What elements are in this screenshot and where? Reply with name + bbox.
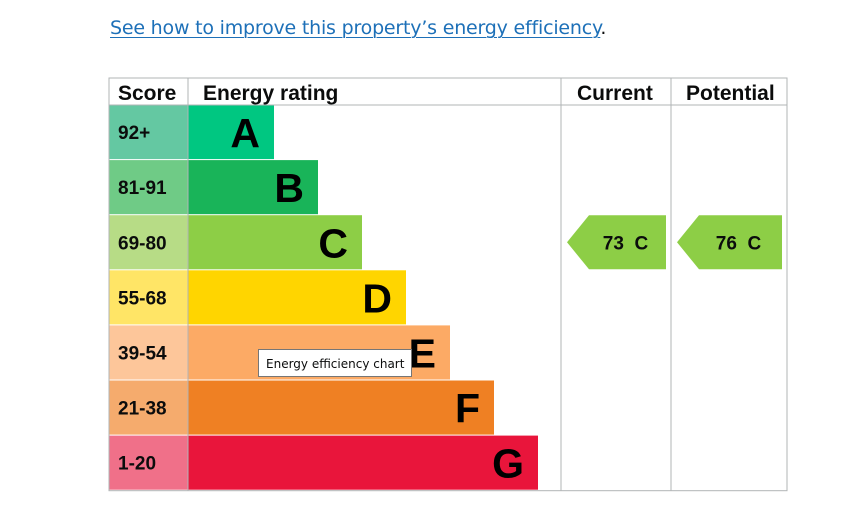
score-cell-c (109, 215, 188, 270)
band-letter-g: G (492, 441, 524, 487)
header-current: Current (577, 82, 653, 105)
band-letter-b: B (274, 165, 304, 211)
band-bar-a (188, 105, 274, 160)
chart-header: Score Energy rating Current Potential (118, 82, 775, 105)
improve-efficiency-line: See how to improve this property’s energ… (110, 17, 606, 39)
score-cell-f (109, 380, 188, 435)
current-arrow-label: 73 C (603, 233, 649, 254)
band-bar-g (188, 435, 538, 490)
score-label-d: 55-68 (118, 288, 167, 309)
band-letter-c: C (318, 220, 348, 266)
current-arrow-shape (567, 215, 666, 270)
improve-efficiency-link[interactable]: See how to improve this property’s energ… (110, 17, 601, 39)
header-score: Score (118, 82, 176, 105)
header-rating: Energy rating (203, 82, 338, 105)
rating-arrows: 73 C 76 C (567, 215, 782, 270)
score-cell-b (109, 160, 188, 215)
score-cell-d (109, 270, 188, 325)
score-cell-a (109, 105, 188, 160)
score-cell-g (109, 435, 188, 490)
score-label-c: 69-80 (118, 233, 167, 254)
rating-bands: 92+ A 81-91 B 69-80 C 55-68 D 39-54 E 21-38 F 1-20 G (109, 105, 538, 490)
band-letter-e: E (409, 330, 436, 376)
chart-tooltip: Energy efficiency chart (258, 349, 413, 377)
band-bar-b (188, 160, 318, 215)
score-label-e: 39-54 (118, 343, 167, 364)
band-bar-c (188, 215, 362, 270)
score-label-g: 1-20 (118, 454, 156, 475)
chart-grid (108, 77, 788, 492)
header-potential: Potential (686, 82, 775, 105)
band-letter-d: D (362, 275, 392, 321)
chart-border (108, 77, 788, 492)
band-bar-d (188, 270, 406, 325)
potential-arrow-shape (677, 215, 782, 270)
score-label-f: 21-38 (118, 399, 167, 420)
band-letter-f: F (455, 386, 480, 432)
band-bar-f (188, 380, 494, 435)
potential-rating-arrow: 76 C (677, 215, 782, 270)
score-cell-e (109, 325, 188, 380)
band-letter-a: A (230, 110, 260, 156)
current-rating-arrow: 73 C (567, 215, 666, 270)
potential-arrow-label: 76 C (716, 233, 762, 254)
score-label-a: 92+ (118, 123, 150, 144)
improve-efficiency-suffix: . (600, 17, 607, 39)
score-label-b: 81-91 (118, 178, 167, 199)
